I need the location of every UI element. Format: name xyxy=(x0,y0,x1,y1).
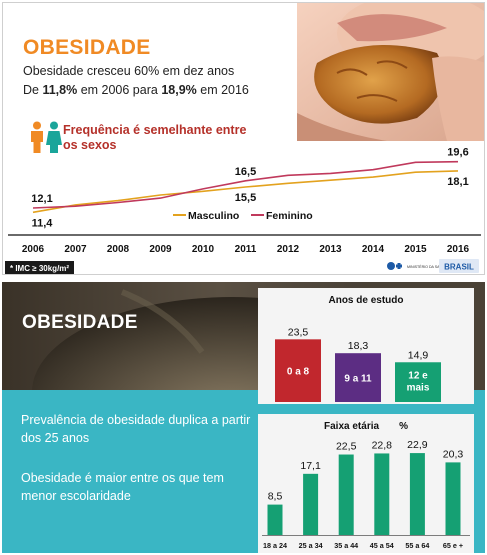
x-tick-label: 2006 xyxy=(22,244,45,255)
range-statement: De 11,8% em 2006 para 18,9% em 2016 xyxy=(23,83,249,97)
bar-value-label: 22,9 xyxy=(407,439,428,451)
ministry-logos: MINISTÉRIO DA SAÚDE BRASIL xyxy=(387,259,479,273)
bar-value-label: 23,5 xyxy=(288,326,309,338)
x-tick-label: 55 a 64 xyxy=(405,541,429,550)
line-feminino xyxy=(32,160,459,209)
data-label: 19,6 xyxy=(447,147,468,159)
eating-chicken-photo xyxy=(297,3,484,141)
slide-obesity-trend: OBESIDADE Obesidade cresceu 60% em dez a… xyxy=(2,2,485,275)
bar-age xyxy=(409,453,425,535)
age-panel: Faixa etária% 8,5 18 a 24 17,1 25 a 34 22,5 3… xyxy=(258,414,474,553)
x-tick-label: 2012 xyxy=(277,244,300,255)
bar-age xyxy=(445,462,461,535)
education-chart-title: Anos de estudo xyxy=(328,295,404,306)
imc-footnote: * IMC ≥ 30kg/m² xyxy=(5,261,75,274)
x-tick-label: 2010 xyxy=(192,244,215,255)
bar-category-label: 12 e xyxy=(408,370,428,381)
age-chart-title: Faixa etária% xyxy=(324,421,408,432)
legend-label: Feminino xyxy=(266,210,313,222)
frequency-statement: Frequência é semelhante entre os sexos xyxy=(63,123,247,152)
x-tick-label: 2015 xyxy=(404,244,427,255)
obesity-line-chart: 12,1 11,4 16,5 15,5 19,6 18,1 Masculino Feminin… xyxy=(8,147,481,255)
education-statement: Obesidade é maior entre os que tem menor… xyxy=(21,471,224,503)
data-label: 18,1 xyxy=(447,176,468,188)
x-tick-label: 2011 xyxy=(235,244,257,255)
data-label: 12,1 xyxy=(31,193,52,205)
slide1-title: OBESIDADE xyxy=(23,36,151,59)
x-tick-label: 65 e + xyxy=(443,541,463,550)
man-woman-icon xyxy=(31,121,62,153)
bar-education xyxy=(395,362,441,402)
slide-obesity-profile: OBESIDADE Prevalência de obesidade dupli… xyxy=(2,282,485,553)
x-tick-label: 25 a 34 xyxy=(299,541,323,550)
brasil-logo-text: BRASIL xyxy=(444,263,474,272)
x-tick-label: 2007 xyxy=(64,244,87,255)
age-bar-chart: 8,5 18 a 24 17,1 25 a 34 22,5 35 a 44 22,8 45 a… xyxy=(262,439,470,550)
bar-value-label: 17,1 xyxy=(300,460,321,472)
growth-statement: Obesidade cresceu 60% em dez anos xyxy=(23,64,235,78)
slide2-title: OBESIDADE xyxy=(22,312,138,333)
bar-value-label: 20,3 xyxy=(443,448,464,460)
bar-value-label: 14,9 xyxy=(408,349,429,361)
ministry-logo-text: MINISTÉRIO DA SAÚDE xyxy=(407,264,448,269)
bar-age xyxy=(267,504,283,535)
data-label: 16,5 xyxy=(235,166,256,178)
education-panel: Anos de estudo 23,5 0 a 8 18,3 9 a 11 14,9 12… xyxy=(258,288,474,404)
x-tick-label: 2016 xyxy=(447,244,470,255)
x-tick-label: 2014 xyxy=(362,244,385,255)
legend-label: Masculino xyxy=(188,210,239,222)
bar-value-label: 22,8 xyxy=(372,439,393,451)
x-tick-label: 35 a 44 xyxy=(334,541,358,550)
bar-category-label: mais xyxy=(407,382,430,393)
x-tick-label: 45 a 54 xyxy=(370,541,394,550)
bar-age xyxy=(303,473,319,535)
bar-age xyxy=(374,453,390,535)
bar-value-label: 22,5 xyxy=(336,441,357,453)
data-label: 15,5 xyxy=(235,192,256,204)
bar-category-label: 9 a 11 xyxy=(344,374,372,385)
bar-value-label: 18,3 xyxy=(348,340,369,352)
x-tick-label: 2009 xyxy=(149,244,172,255)
brasil-logo-icon: BRASIL xyxy=(439,259,479,273)
bar-value-label: 8,5 xyxy=(268,491,283,503)
data-label: 11,4 xyxy=(32,217,54,229)
age-statement: Prevalência de obesidade duplica a parti… xyxy=(21,413,251,445)
sus-logo-icon xyxy=(387,262,402,270)
x-tick-label: 18 a 24 xyxy=(263,541,287,550)
line-masculino xyxy=(32,170,459,214)
bar-education xyxy=(275,339,321,402)
x-tick-label: 2013 xyxy=(319,244,342,255)
bar-age xyxy=(338,454,354,535)
bar-category-label: 0 a 8 xyxy=(287,367,310,378)
bar-education xyxy=(335,353,381,402)
x-tick-label: 2008 xyxy=(107,244,130,255)
